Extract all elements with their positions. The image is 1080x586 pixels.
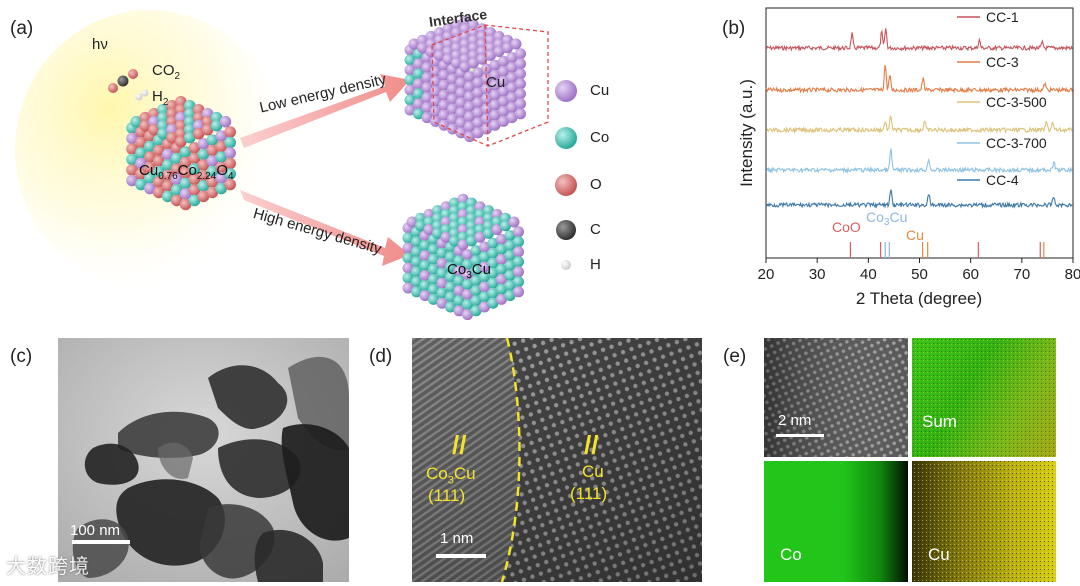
right-plane-mark: // xyxy=(584,430,599,460)
legend-c-atom xyxy=(556,220,576,240)
x-tick-label: 20 xyxy=(758,266,775,283)
x-tick-label: 40 xyxy=(860,266,877,283)
ref-label-co3cu: Co3Cu xyxy=(866,209,907,228)
legend-cu-label: Cu xyxy=(590,82,610,99)
x-axis-title: 2 Theta (degree) xyxy=(856,289,982,308)
legend-label: CC-3 xyxy=(986,54,1019,70)
panel-e-label: (e) xyxy=(723,346,747,367)
legend-co-atom xyxy=(555,127,577,149)
h2-molecule xyxy=(135,89,149,101)
series-cc-3-500 xyxy=(765,114,1073,135)
x-tick-label: 80 xyxy=(1065,266,1080,283)
legend-label: CC-1 xyxy=(986,9,1019,25)
legend-o-label: O xyxy=(590,176,602,193)
eds-co-map: Co xyxy=(764,461,908,582)
eds-cu-map: Cu xyxy=(912,461,1056,582)
eds-scale-label: 2 nm xyxy=(778,412,812,429)
legend-label: CC-3-700 xyxy=(986,135,1047,151)
co2-molecule xyxy=(108,69,138,93)
light-symbol: hν xyxy=(92,36,108,53)
eds-sum-map: Sum xyxy=(912,338,1056,457)
eds-haadf-map: 2 nm xyxy=(764,338,908,457)
co3cu-cube xyxy=(402,193,524,321)
eds-sum-label: Sum xyxy=(922,412,957,431)
cu-cube xyxy=(404,15,526,143)
cuco-oxide-cube xyxy=(126,95,236,211)
x-tick-label: 50 xyxy=(911,266,928,283)
legend-label: CC-4 xyxy=(986,172,1019,188)
legend-label: CC-3-500 xyxy=(986,94,1047,110)
tem-scale-label: 100 nm xyxy=(70,522,121,539)
panel-a-label: (a) xyxy=(10,18,34,39)
eds-cu-label: Cu xyxy=(928,545,950,564)
legend-h-label: H xyxy=(590,256,601,273)
tem-image: 100 nm xyxy=(58,338,349,582)
x-tick-label: 70 xyxy=(1013,266,1030,283)
legend-cu-atom xyxy=(555,80,577,102)
x-tick-label: 60 xyxy=(962,266,979,283)
h2-label: H2 xyxy=(152,88,169,108)
ref-label-cu: Cu xyxy=(906,227,924,243)
legend-c-label: C xyxy=(590,221,601,238)
series-cc-1 xyxy=(765,28,1073,52)
high-energy-arrow xyxy=(240,190,410,266)
watermark: 大数跨境 xyxy=(6,556,90,578)
legend-o-atom xyxy=(555,174,577,196)
oxide-formula: Cu0.76Co2.24O4 xyxy=(139,162,234,182)
x-tick-label: 30 xyxy=(809,266,826,283)
right-phase-label: Cu xyxy=(582,462,604,481)
ref-label-coo: CoO xyxy=(832,219,861,235)
panel-b-label: (b) xyxy=(722,18,746,39)
hrtem-scale-label: 1 nm xyxy=(440,530,474,547)
hrtem-image: // Co3Cu (111) // Cu (111) 1 nm xyxy=(412,338,702,582)
panel-a-schematic xyxy=(15,10,577,321)
low-energy-arrow xyxy=(240,74,410,148)
cu-cube-label: Cu xyxy=(486,74,506,91)
eds-maps: 2 nm Sum Co Cu xyxy=(764,338,1056,582)
co2-label: CO2 xyxy=(152,62,181,82)
y-axis-title: Intensity (a.u.) xyxy=(737,79,756,187)
co3cu-cube-label: Co3Cu xyxy=(447,261,491,281)
series-cc-4 xyxy=(765,189,1073,209)
tem-particles xyxy=(58,338,349,582)
xrd-chart: 20 30 40 50 60 70 80 CC-1 CC-3 CC-3-500 CC-3-700 C… xyxy=(737,7,1080,308)
hrtem-lattice xyxy=(412,338,702,582)
hrtem-scale-bar xyxy=(436,554,486,558)
eds-co-label: Co xyxy=(780,545,802,564)
tem-scale-bar xyxy=(72,540,130,544)
interface-boundary xyxy=(500,338,521,582)
left-phase-label: Co3Cu xyxy=(426,464,476,487)
left-plane-label: (111) xyxy=(428,486,466,505)
eds-scale-bar xyxy=(776,434,824,437)
series-cc-3-700 xyxy=(765,148,1073,175)
legend-h-atom xyxy=(561,260,571,270)
right-plane-label: (111) xyxy=(570,484,608,503)
left-plane-mark: // xyxy=(452,430,467,460)
panel-c-label: (c) xyxy=(10,346,33,367)
legend-co-label: Co xyxy=(590,129,610,146)
panel-d-label: (d) xyxy=(369,346,393,367)
series-cc-3 xyxy=(765,64,1073,94)
